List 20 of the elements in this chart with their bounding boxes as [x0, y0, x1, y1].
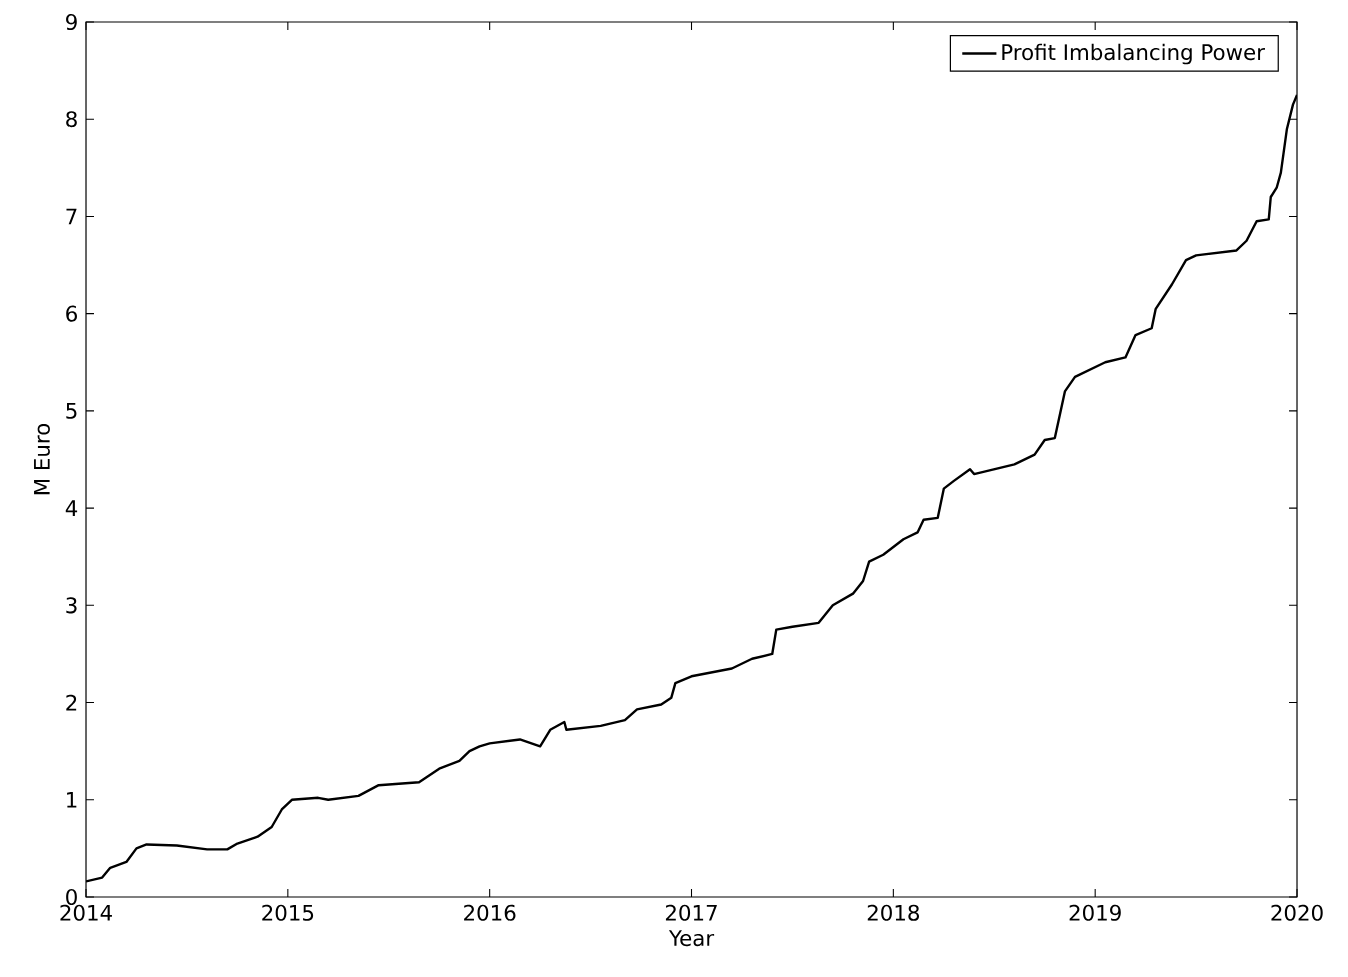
x-tick-label: 2018	[867, 904, 920, 921]
x-axis-title: Year	[668, 930, 715, 947]
y-tick-label: 2	[66, 694, 77, 711]
y-tick-label: 3	[66, 597, 77, 614]
y-tick-label: 1	[67, 791, 77, 808]
y-tick-label: 5	[66, 402, 77, 419]
x-tick-label: 2017	[665, 904, 717, 921]
x-tick-label: 2014	[60, 904, 112, 921]
y-tick-label: 4	[65, 500, 78, 516]
x-tick-label: 2015	[262, 904, 314, 921]
x-tick-label: 2016	[464, 904, 516, 921]
x-tick-label: 2020	[1271, 904, 1323, 921]
y-tick-label: 6	[66, 305, 77, 322]
y-tick-label: 8	[66, 111, 77, 128]
y-axis-title: M Euro	[34, 423, 50, 495]
y-tick-label: 9	[66, 13, 77, 31]
y-tick-label: 7	[66, 208, 77, 225]
legend-label: Profit Imbalancing Power	[1002, 43, 1265, 65]
y-tick-label: 0	[66, 888, 77, 906]
x-tick-label: 2019	[1069, 904, 1121, 921]
